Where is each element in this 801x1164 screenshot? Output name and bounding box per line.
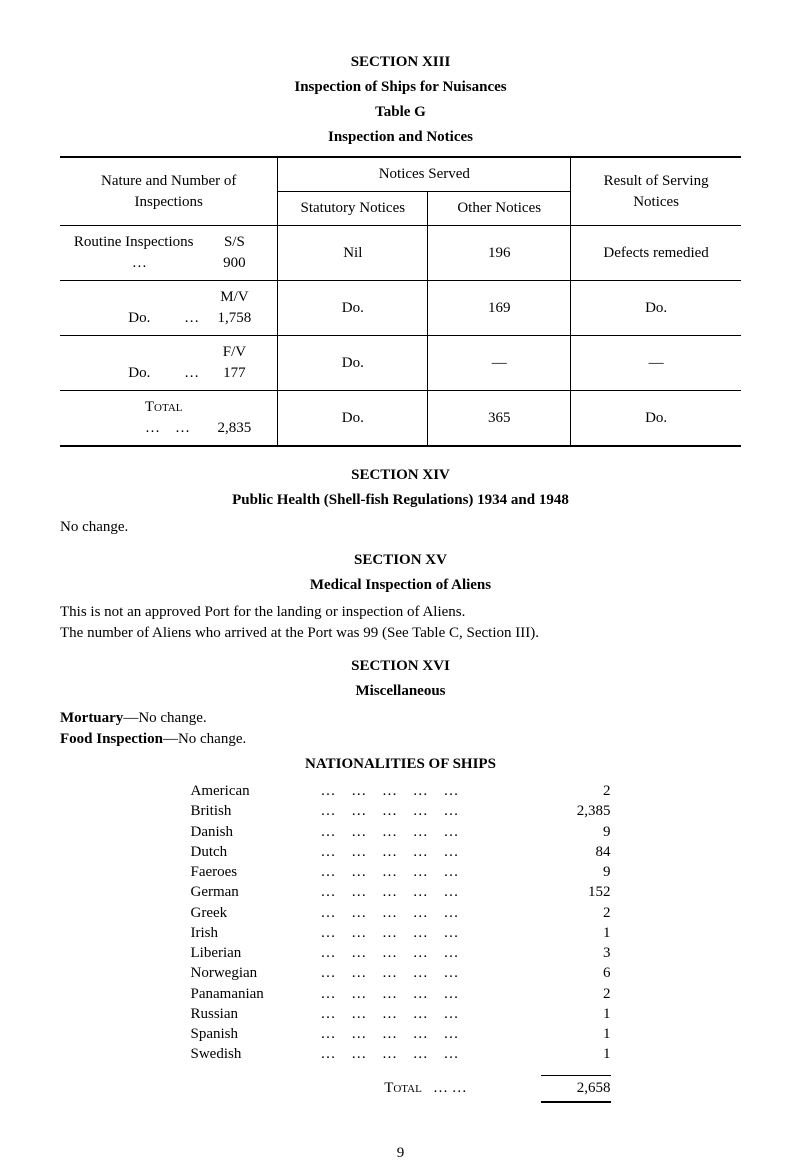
header-notices-served: Notices Served [278, 157, 571, 192]
nat-total-dots: … … [433, 1080, 467, 1096]
vessel-type: F/V [223, 344, 246, 360]
section-13-heading: SECTION XIII [60, 52, 741, 73]
list-item: Greek… … … … …2 [191, 903, 611, 923]
food-line: Food Inspection—No change. [60, 729, 741, 750]
total-result: Do. [571, 391, 741, 447]
vessel-type: S/S [224, 234, 245, 250]
section-14-body: No change. [60, 517, 741, 538]
header-result: Result of Serving Notices [571, 157, 741, 226]
list-item: Norwegian… … … … …6 [191, 963, 611, 983]
list-item: Irish… … … … …1 [191, 923, 611, 943]
cell-other: 196 [428, 226, 571, 281]
cell-result: Do. [571, 281, 741, 336]
section-15-body-2: The number of Aliens who arrived at the … [60, 623, 741, 644]
cell-result: Defects remedied [571, 226, 741, 281]
food-text: —No change. [163, 731, 246, 747]
food-label: Food Inspection [60, 731, 163, 747]
cell-other: — [428, 336, 571, 391]
section-13-subtitle: Inspection of Ships for Nuisances [60, 77, 741, 98]
total-other: 365 [428, 391, 571, 447]
list-item: Russian… … … … …1 [191, 1004, 611, 1024]
cell-statutory: Nil [278, 226, 428, 281]
vessel-type: M/V [220, 289, 248, 305]
list-item: German… … … … …152 [191, 882, 611, 902]
nationalities-title: NATIONALITIES OF SHIPS [60, 754, 741, 775]
table-total-row: Total … … 2,835 Do. 365 Do. [60, 391, 741, 447]
section-15-heading: SECTION XV [60, 550, 741, 571]
section-16-subtitle: Miscellaneous [60, 681, 741, 702]
mortuary-label: Mortuary [60, 710, 123, 726]
section-16-heading: SECTION XVI [60, 656, 741, 677]
list-item: American… … … … …2 [191, 781, 611, 801]
inspection-table: Nature and Number of Inspections Notices… [60, 156, 741, 447]
list-item: British… … … … …2,385 [191, 801, 611, 821]
table-row: Routine Inspections … S/S 900 Nil 196 De… [60, 226, 741, 281]
total-statutory: Do. [278, 391, 428, 447]
cell-statutory: Do. [278, 336, 428, 391]
cell-other: 169 [428, 281, 571, 336]
nationality-total-row: Total … … 2,658 [191, 1075, 611, 1103]
section-15-body-1: This is not an approved Port for the lan… [60, 602, 741, 623]
row-count: 900 [223, 255, 246, 271]
mortuary-text: —No change. [123, 710, 206, 726]
total-count: 2,835 [218, 420, 252, 436]
row-label: Routine Inspections … [68, 232, 199, 274]
table-row: Do. … M/V 1,758 Do. 169 Do. [60, 281, 741, 336]
list-item: Spanish… … … … …1 [191, 1024, 611, 1044]
cell-statutory: Do. [278, 281, 428, 336]
row-label: Do. [128, 365, 150, 381]
list-item: Liberian… … … … …3 [191, 943, 611, 963]
list-item: Swedish… … … … …1 [191, 1044, 611, 1064]
header-other: Other Notices [428, 192, 571, 226]
row-count: 1,758 [218, 310, 252, 326]
mortuary-line: Mortuary—No change. [60, 708, 741, 729]
section-14-subtitle: Public Health (Shell-fish Regulations) 1… [60, 490, 741, 511]
table-row: Do. … F/V 177 Do. — — [60, 336, 741, 391]
row-label: Do. [128, 310, 150, 326]
list-item: Danish… … … … …9 [191, 822, 611, 842]
page-number: 9 [60, 1143, 741, 1164]
header-nature: Nature and Number of Inspections [60, 157, 278, 226]
nationality-list: American… … … … …2 British… … … … …2,385… [191, 781, 611, 1103]
nat-total-value: 2,658 [541, 1075, 611, 1103]
nat-total-label: Total [384, 1080, 422, 1096]
row-count: 177 [223, 365, 246, 381]
table-g-subtitle: Inspection and Notices [60, 127, 741, 148]
header-statutory: Statutory Notices [278, 192, 428, 226]
table-g-name: Table G [60, 102, 741, 123]
section-14-heading: SECTION XIV [60, 465, 741, 486]
list-item: Faeroes… … … … …9 [191, 862, 611, 882]
cell-result: — [571, 336, 741, 391]
section-15-subtitle: Medical Inspection of Aliens [60, 575, 741, 596]
list-item: Dutch… … … … …84 [191, 842, 611, 862]
total-label: Total [145, 399, 183, 415]
list-item: Panamanian… … … … …2 [191, 984, 611, 1004]
